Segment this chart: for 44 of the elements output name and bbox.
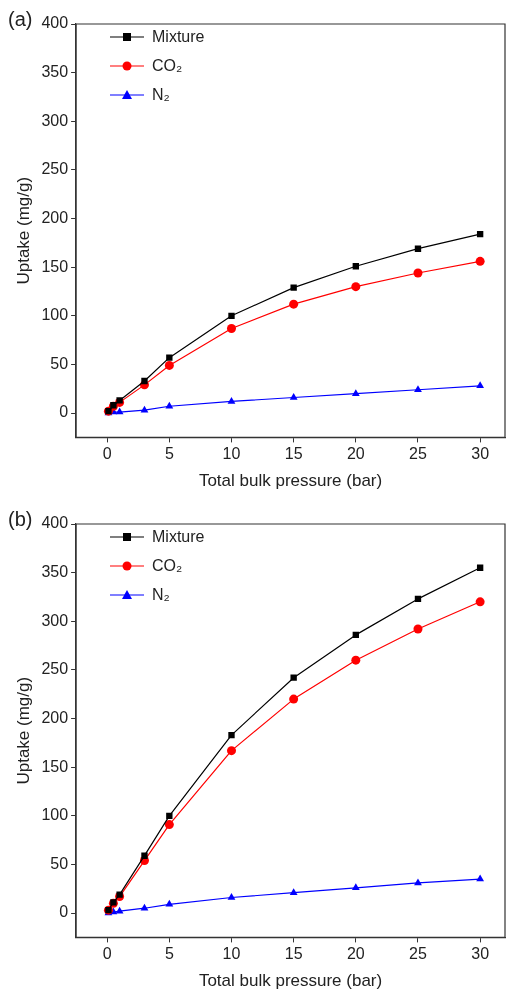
x-axis-title: Total bulk pressure (bar) — [198, 471, 383, 491]
y-tick-label: 250 — [41, 660, 69, 678]
y-tick-label: 400 — [41, 14, 69, 32]
x-tick-label: 15 — [284, 945, 303, 963]
y-tick-label: 100 — [41, 306, 69, 324]
legend-label: CO₂ — [152, 56, 183, 75]
y-tick-label: 50 — [50, 854, 69, 872]
x-tick-label: 25 — [409, 445, 427, 463]
legend-label: N₂ — [152, 85, 170, 104]
x-axis-title: Total bulk pressure (bar) — [198, 971, 383, 991]
y-tick-label: 200 — [41, 208, 69, 226]
legend-label: N₂ — [152, 585, 170, 604]
legend-label: Mixture — [152, 27, 205, 46]
x-tick-label: 10 — [222, 945, 241, 963]
legend-label: CO₂ — [152, 556, 183, 575]
x-tick-label: 10 — [222, 445, 241, 463]
y-tick-label: 300 — [41, 111, 69, 129]
y-tick-label: 0 — [59, 903, 69, 921]
y-axis-title: Uptake (mg/g) — [13, 176, 33, 285]
x-tick-label: 5 — [164, 945, 174, 963]
legend-label: Mixture — [152, 527, 205, 546]
x-tick-label: 0 — [102, 945, 112, 963]
x-tick-label: 5 — [164, 445, 174, 463]
x-tick-label: 25 — [409, 945, 427, 963]
y-tick-label: 0 — [59, 403, 69, 421]
x-tick-label: 30 — [471, 445, 490, 463]
y-tick-label: 200 — [41, 708, 69, 726]
x-tick-label: 20 — [346, 945, 365, 963]
y-tick-label: 350 — [41, 563, 69, 581]
x-tick-label: 30 — [471, 945, 490, 963]
y-tick-label: 250 — [41, 160, 69, 178]
y-tick-label: 300 — [41, 611, 69, 629]
y-axis-title: Uptake (mg/g) — [13, 676, 33, 785]
x-tick-label: 0 — [102, 445, 112, 463]
y-tick-label: 100 — [41, 806, 69, 824]
chart-title: (a) — [8, 8, 33, 31]
y-tick-label: 50 — [50, 354, 69, 372]
y-tick-label: 150 — [41, 257, 69, 275]
y-tick-label: 150 — [41, 757, 69, 775]
chart-title: (b) — [8, 508, 33, 531]
y-tick-label: 400 — [41, 514, 69, 532]
x-tick-label: 20 — [346, 445, 365, 463]
x-tick-label: 15 — [284, 445, 303, 463]
y-tick-label: 350 — [41, 63, 69, 81]
